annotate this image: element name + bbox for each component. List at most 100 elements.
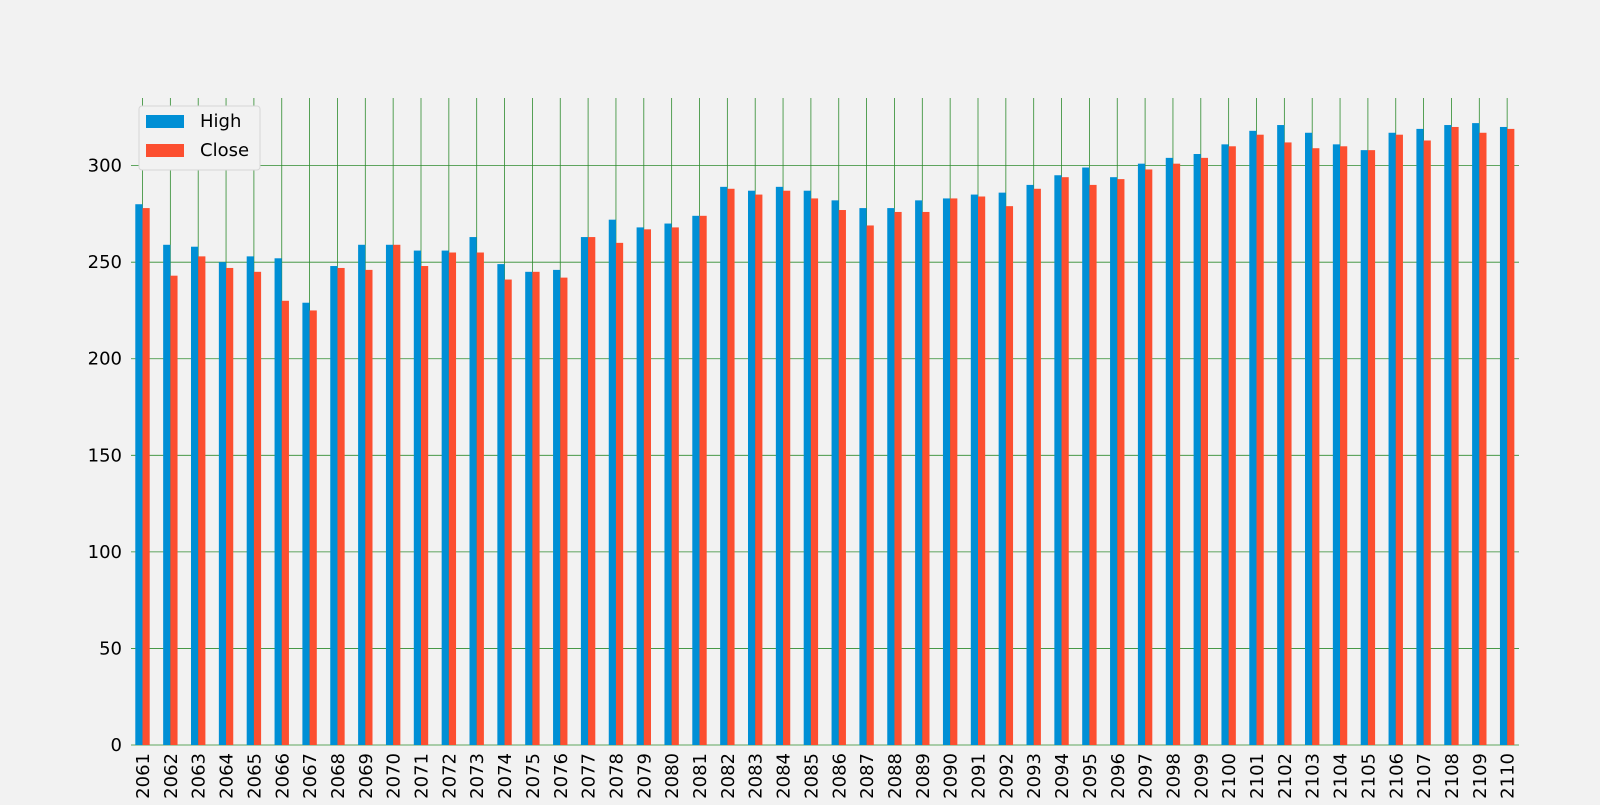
bar-close-2109 [1479, 132, 1487, 746]
bar-close-2105 [1367, 150, 1376, 746]
bar-close-2061 [142, 208, 150, 746]
x-tick-label: 2081 [690, 753, 711, 799]
x-tick-label: 2101 [1247, 753, 1268, 799]
bar-close-2088 [894, 211, 902, 746]
bar-high-2068 [330, 266, 338, 745]
bar-high-2078 [608, 219, 616, 745]
bar-close-2071 [421, 266, 429, 745]
bar-high-2077 [580, 237, 589, 746]
x-tick-label: 2091 [969, 753, 990, 799]
x-tick-label: 2089 [913, 753, 934, 799]
x-tick-label: 2098 [1163, 753, 1184, 799]
bar-close-2068 [337, 267, 345, 745]
bar-close-2082 [727, 188, 735, 745]
bar-close-2074 [504, 279, 512, 745]
x-axis-tick-labels: 2061 2062 2063 2064 2065 2066 2067 2068 2069 2070… [133, 753, 1519, 799]
x-tick-label: 2108 [1442, 753, 1463, 799]
x-tick-label: 2097 [1136, 753, 1157, 799]
x-tick-label: 2071 [412, 753, 433, 799]
bar-close-2107 [1423, 140, 1431, 745]
bar-high-2085 [803, 190, 811, 746]
x-tick-label: 2087 [857, 753, 878, 799]
bar-high-2069 [358, 244, 366, 745]
bar-high-2098 [1165, 157, 1173, 745]
y-tick-label: 50 [99, 638, 122, 659]
bar-high-2071 [413, 250, 421, 746]
x-tick-label: 2100 [1219, 753, 1240, 799]
x-tick-label: 2095 [1080, 753, 1101, 799]
bar-close-2095 [1089, 184, 1097, 745]
bar-close-2075 [532, 271, 540, 745]
bar-close-2086 [838, 210, 846, 745]
bar-high-2104 [1332, 144, 1341, 745]
x-tick-label: 2083 [746, 753, 767, 799]
y-tick-label: 100 [88, 542, 122, 563]
x-tick-label: 2064 [217, 753, 238, 799]
bar-high-2076 [553, 269, 561, 745]
x-tick-label: 2084 [774, 753, 795, 799]
x-tick-label: 2065 [244, 753, 265, 799]
bar-high-2109 [1472, 123, 1480, 745]
x-tick-label: 2102 [1275, 753, 1296, 799]
bar-close-2084 [783, 190, 791, 746]
bar-close-2097 [1145, 169, 1153, 745]
bars [135, 123, 1515, 746]
x-tick-label: 2077 [579, 753, 600, 799]
bar-high-2092 [998, 192, 1006, 746]
x-tick-label: 2075 [523, 753, 544, 799]
bar-close-2100 [1228, 146, 1236, 746]
bar-close-2106 [1395, 134, 1403, 745]
x-tick-label: 2061 [133, 753, 154, 799]
y-tick-label: 0 [111, 735, 122, 756]
x-tick-label: 2063 [189, 753, 210, 799]
x-tick-label: 2070 [384, 753, 405, 799]
bar-close-2085 [810, 198, 819, 745]
bar-high-2107 [1416, 128, 1424, 745]
bar-high-2095 [1082, 167, 1090, 746]
x-tick-label: 2106 [1386, 753, 1407, 799]
bar-close-2078 [615, 242, 624, 745]
x-tick-label: 2076 [551, 753, 572, 799]
bar-close-2072 [448, 252, 457, 746]
bar-high-2081 [692, 215, 700, 745]
x-tick-label: 2069 [356, 753, 377, 799]
bar-close-2067 [309, 310, 317, 745]
bar-high-2087 [859, 208, 867, 746]
bar-close-2090 [950, 198, 958, 745]
x-tick-label: 2079 [634, 753, 655, 799]
x-tick-label: 2096 [1108, 753, 1129, 799]
bar-close-2069 [365, 269, 373, 745]
bar-close-2098 [1172, 163, 1181, 746]
bar-high-2061 [135, 204, 143, 745]
bar-high-2108 [1444, 125, 1452, 745]
bar-high-2079 [636, 227, 644, 745]
legend: High Close [138, 105, 261, 171]
bar-close-2076 [560, 277, 568, 745]
x-tick-label: 2082 [718, 753, 739, 799]
bar-high-2063 [191, 246, 199, 745]
bar-close-2073 [476, 252, 484, 746]
bar-high-2096 [1110, 177, 1118, 746]
x-tick-label: 2104 [1331, 753, 1352, 799]
y-tick-label: 200 [88, 349, 122, 370]
bar-high-2094 [1054, 175, 1062, 746]
bar-high-2089 [915, 200, 923, 745]
bar-close-2094 [1061, 177, 1069, 746]
bar-close-2099 [1200, 157, 1208, 745]
x-tick-label: 2078 [606, 753, 627, 799]
x-tick-label: 2072 [439, 753, 460, 799]
x-tick-label: 2073 [467, 753, 488, 799]
bar-close-2092 [1005, 206, 1014, 746]
bar-close-2110 [1507, 128, 1515, 745]
bar-close-2079 [643, 229, 651, 745]
bar-close-2063 [198, 256, 206, 745]
x-tick-label: 2105 [1358, 753, 1379, 799]
bar-high-2064 [218, 262, 227, 745]
x-tick-label: 2067 [300, 753, 321, 799]
bar-high-2065 [246, 256, 254, 745]
bar-high-2099 [1193, 154, 1201, 745]
legend-label-high: High [200, 111, 241, 132]
x-tick-label: 2090 [941, 753, 962, 799]
